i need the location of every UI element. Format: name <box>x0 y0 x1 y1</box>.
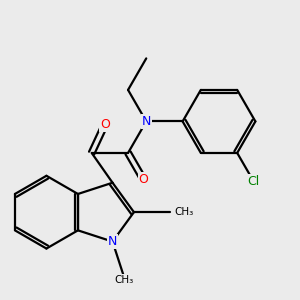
Text: CH₃: CH₃ <box>174 207 193 217</box>
Text: Cl: Cl <box>248 175 260 188</box>
Text: CH₃: CH₃ <box>114 275 134 285</box>
Text: O: O <box>139 173 148 186</box>
Text: O: O <box>100 118 110 131</box>
Text: N: N <box>142 115 151 128</box>
Text: N: N <box>108 235 117 248</box>
